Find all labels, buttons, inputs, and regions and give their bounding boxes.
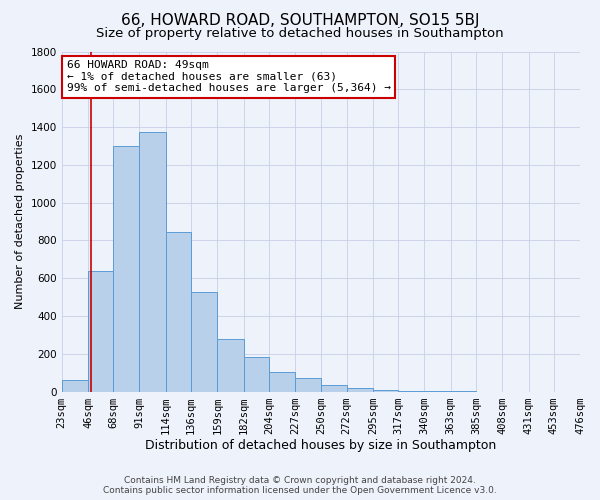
Text: Contains HM Land Registry data © Crown copyright and database right 2024.
Contai: Contains HM Land Registry data © Crown c… xyxy=(103,476,497,495)
Bar xyxy=(139,132,166,392)
Bar xyxy=(113,146,139,392)
Y-axis label: Number of detached properties: Number of detached properties xyxy=(15,134,25,309)
Bar xyxy=(244,356,269,392)
X-axis label: Distribution of detached houses by size in Southampton: Distribution of detached houses by size … xyxy=(145,440,496,452)
Text: 66 HOWARD ROAD: 49sqm
← 1% of detached houses are smaller (63)
99% of semi-detac: 66 HOWARD ROAD: 49sqm ← 1% of detached h… xyxy=(67,60,391,93)
Bar xyxy=(295,378,322,392)
Bar xyxy=(191,292,217,392)
Bar xyxy=(166,232,191,392)
Bar xyxy=(217,338,244,392)
Bar xyxy=(398,391,424,392)
Bar xyxy=(62,380,88,392)
Bar xyxy=(322,385,347,392)
Text: Size of property relative to detached houses in Southampton: Size of property relative to detached ho… xyxy=(96,28,504,40)
Bar xyxy=(373,390,398,392)
Bar xyxy=(88,270,113,392)
Bar xyxy=(269,372,295,392)
Bar xyxy=(347,388,373,392)
Text: 66, HOWARD ROAD, SOUTHAMPTON, SO15 5BJ: 66, HOWARD ROAD, SOUTHAMPTON, SO15 5BJ xyxy=(121,12,479,28)
